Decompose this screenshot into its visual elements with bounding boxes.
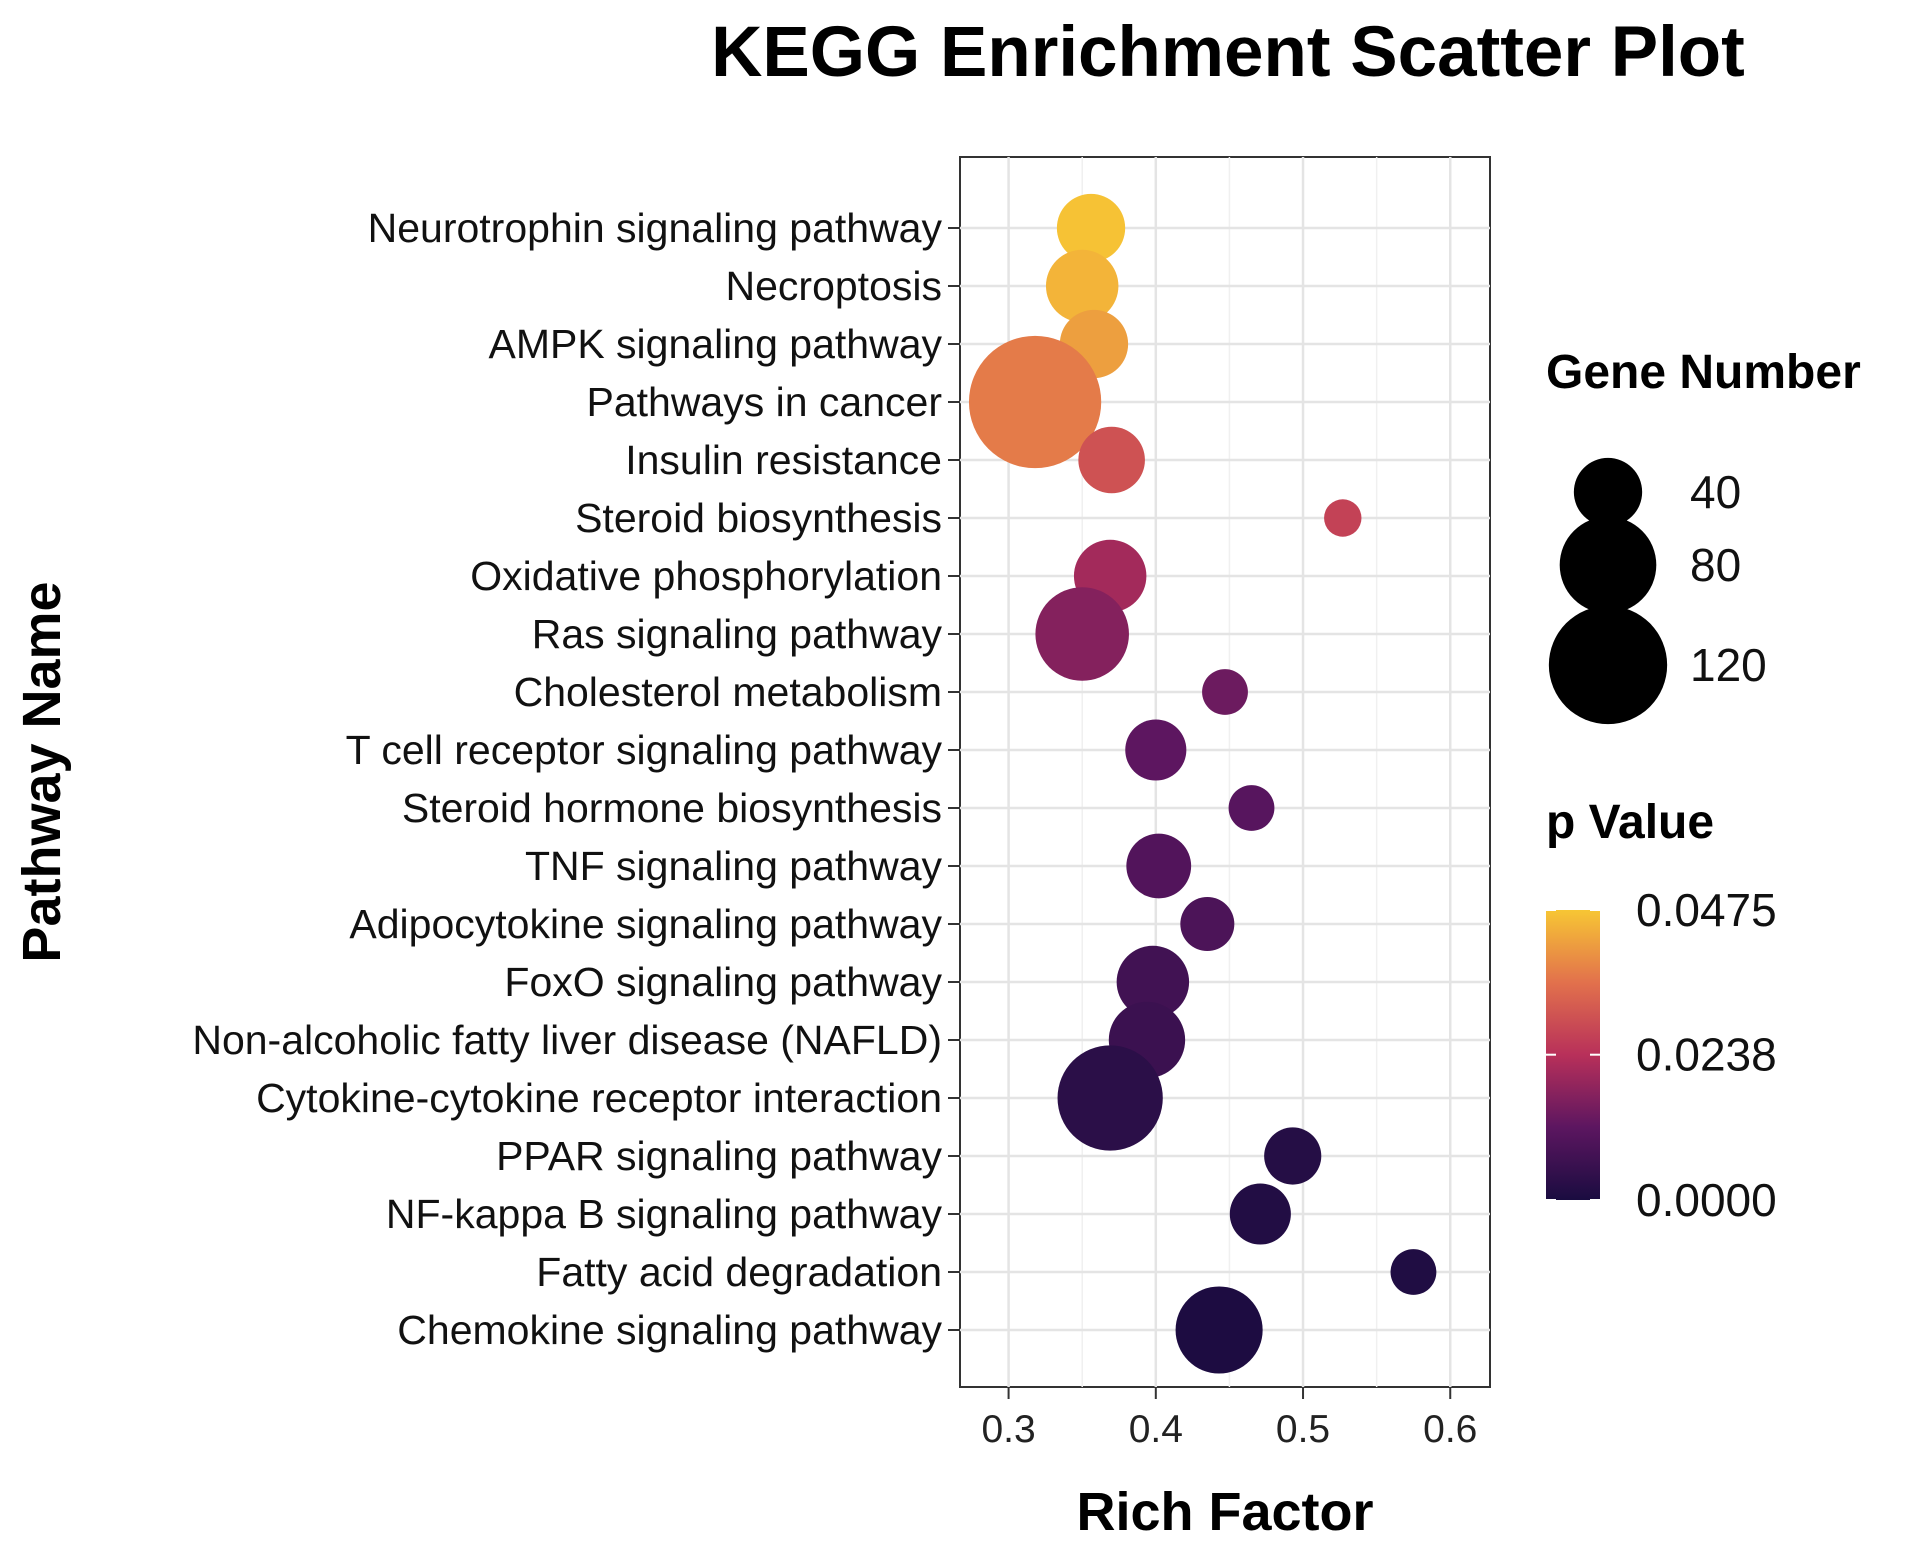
data-point: [968, 335, 1102, 469]
y-tick-label: Pathways in cancer: [586, 379, 942, 425]
data-point: [1056, 193, 1126, 263]
y-tick-label: Oxidative phosphorylation: [470, 553, 942, 599]
data-point: [1125, 719, 1187, 781]
y-tick-label: NF-kappa B signaling pathway: [386, 1191, 943, 1237]
color-legend-label: 0.0000: [1636, 1174, 1777, 1226]
data-point: [1057, 1045, 1163, 1151]
chart-title: KEGG Enrichment Scatter Plot: [711, 13, 1745, 92]
data-point: [1229, 1183, 1291, 1245]
size-legend-circle: [1559, 516, 1657, 614]
y-tick-label: Steroid hormone biosynthesis: [402, 785, 942, 831]
data-point: [1116, 945, 1190, 1019]
data-point: [1202, 669, 1248, 715]
data-point: [1390, 1249, 1437, 1295]
size-legend-title: Gene Number: [1546, 346, 1861, 399]
y-axis-title: Pathway Name: [12, 581, 72, 962]
y-tick-label: TNF signaling pathway: [525, 843, 943, 889]
data-point: [1175, 1286, 1263, 1374]
data-point: [1264, 1127, 1322, 1185]
y-tick-label: FoxO signaling pathway: [504, 959, 942, 1005]
data-point: [1126, 833, 1192, 899]
y-tick-label: Ras signaling pathway: [532, 611, 943, 657]
y-tick-label: Adipocytokine signaling pathway: [349, 901, 942, 947]
size-legend-label: 40: [1690, 466, 1741, 518]
data-point: [1045, 249, 1119, 323]
y-tick-label: PPAR signaling pathway: [496, 1133, 942, 1179]
y-tick-label: Necroptosis: [726, 263, 942, 309]
data-point: [1324, 499, 1362, 537]
y-tick-label: Cholesterol metabolism: [514, 669, 942, 715]
y-tick-label: AMPK signaling pathway: [488, 321, 942, 367]
size-legend: Gene Number 40 80 120: [1546, 346, 1861, 725]
y-tick-label: Non-alcoholic fatty liver disease (NAFLD…: [192, 1017, 942, 1063]
data-point: [1180, 897, 1235, 951]
x-tick-label: 0.3: [981, 1408, 1035, 1451]
size-legend-label: 80: [1690, 539, 1741, 591]
size-legend-circle: [1548, 605, 1668, 725]
y-tick-label: Fatty acid degradation: [536, 1249, 942, 1295]
y-tick-label: Insulin resistance: [625, 437, 942, 483]
x-tick-label: 0.5: [1276, 1408, 1330, 1451]
data-point: [1078, 426, 1145, 494]
color-legend-label: 0.0475: [1636, 884, 1777, 936]
x-tick-label: 0.4: [1129, 1408, 1183, 1451]
y-tick-label: T cell receptor signaling pathway: [346, 727, 943, 773]
size-legend-label: 120: [1690, 639, 1767, 691]
x-axis-title: Rich Factor: [1076, 1482, 1373, 1542]
data-point: [1228, 785, 1275, 831]
y-tick-label: Steroid biosynthesis: [575, 495, 942, 541]
y-axis-labels: Neurotrophin signaling pathway Necroptosi…: [192, 205, 960, 1353]
y-tick-label: Chemokine signaling pathway: [397, 1307, 942, 1353]
data-point: [1035, 587, 1129, 681]
color-legend: p Value 0.0475 0.0238 0.0000: [1546, 796, 1777, 1226]
color-legend-title: p Value: [1546, 796, 1714, 849]
y-tick-label: Neurotrophin signaling pathway: [368, 205, 943, 251]
x-tick-label: 0.6: [1423, 1408, 1477, 1451]
color-legend-label: 0.0238: [1636, 1029, 1777, 1081]
data-points: [968, 193, 1437, 1374]
y-tick-label: Cytokine-cytokine receptor interaction: [256, 1075, 942, 1121]
size-legend-circle: [1573, 457, 1643, 527]
x-axis-ticks: 0.3 0.4 0.5 0.6: [981, 1387, 1477, 1451]
